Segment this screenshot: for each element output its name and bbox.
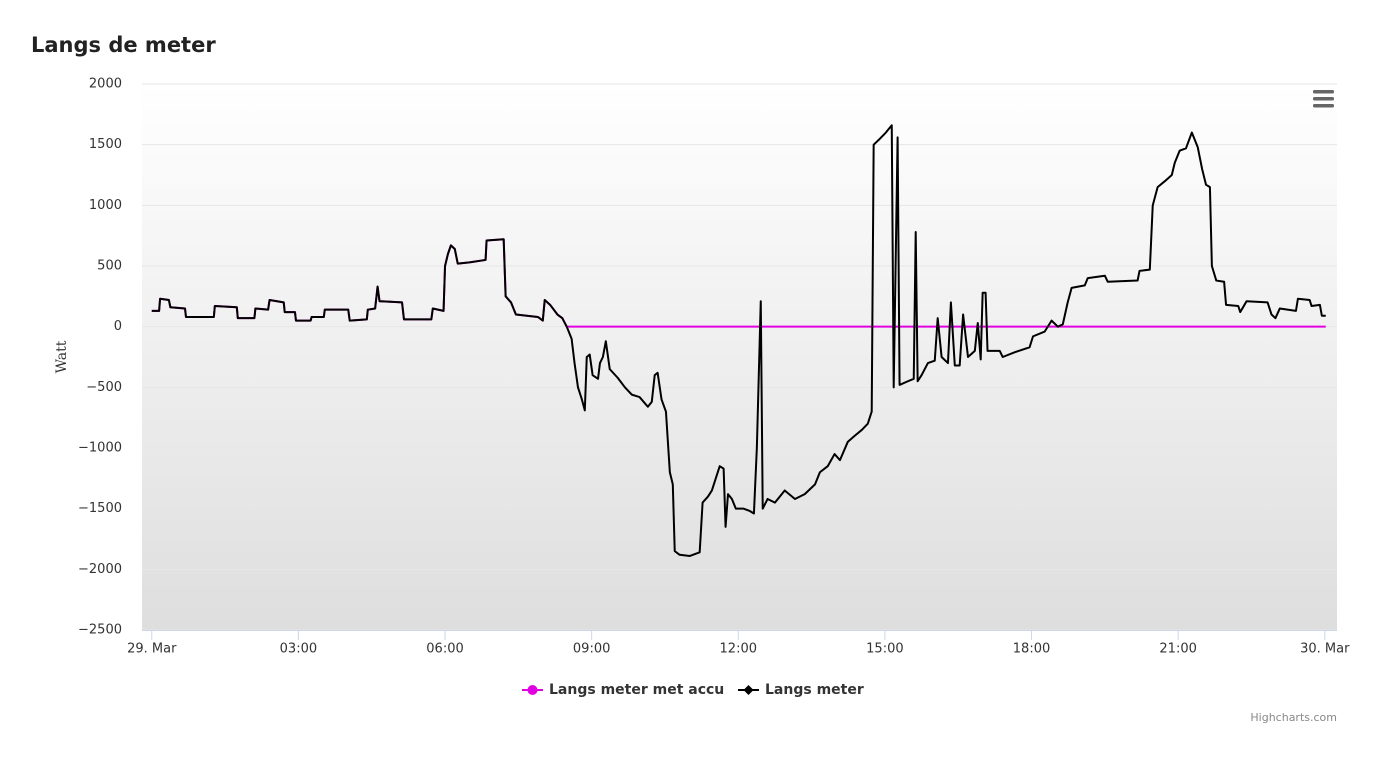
legend-marker [743, 685, 754, 695]
y-tick-label: 2000 [89, 77, 122, 92]
credits[interactable]: Highcharts.com [1250, 711, 1337, 724]
legend-label: Langs meter [765, 682, 864, 698]
x-tick-label: 30. Mar [1300, 642, 1350, 657]
menu-bar [1313, 90, 1334, 94]
y-tick-label: −1500 [78, 501, 122, 516]
x-tick-label: 03:00 [280, 642, 317, 657]
y-tick-label: −1000 [78, 441, 122, 456]
y-tick-label: 500 [97, 259, 122, 274]
menu-bar [1313, 97, 1334, 101]
menu-bar [1313, 104, 1334, 108]
y-tick-label: 1500 [89, 137, 122, 152]
x-tick-label: 06:00 [426, 642, 463, 657]
series-line [151, 124, 1326, 557]
legend-label: Langs meter met accu [549, 682, 724, 698]
x-tick-label: 12:00 [720, 642, 757, 657]
x-tick-label: 18:00 [1013, 642, 1050, 657]
x-tick-label: 15:00 [866, 642, 903, 657]
x-tick-label: 29. Mar [127, 642, 177, 657]
chart-title: Langs de meter [31, 33, 216, 57]
y-tick-label: −2500 [78, 623, 122, 638]
y-axis-label: Watt [54, 340, 70, 373]
y-tick-label: −2000 [78, 562, 122, 577]
legend-item[interactable]: Langs meter met accu [522, 682, 724, 698]
legend-item[interactable]: Langs meter [738, 682, 864, 698]
x-tick-label: 21:00 [1159, 642, 1196, 657]
y-tick-label: 0 [114, 319, 122, 334]
legend-marker [527, 685, 538, 695]
menu-button[interactable] [1313, 90, 1334, 108]
y-tick-label: −500 [86, 380, 122, 395]
plot-background [142, 84, 1337, 630]
x-tick-label: 09:00 [573, 642, 610, 657]
y-tick-label: 1000 [89, 198, 122, 213]
